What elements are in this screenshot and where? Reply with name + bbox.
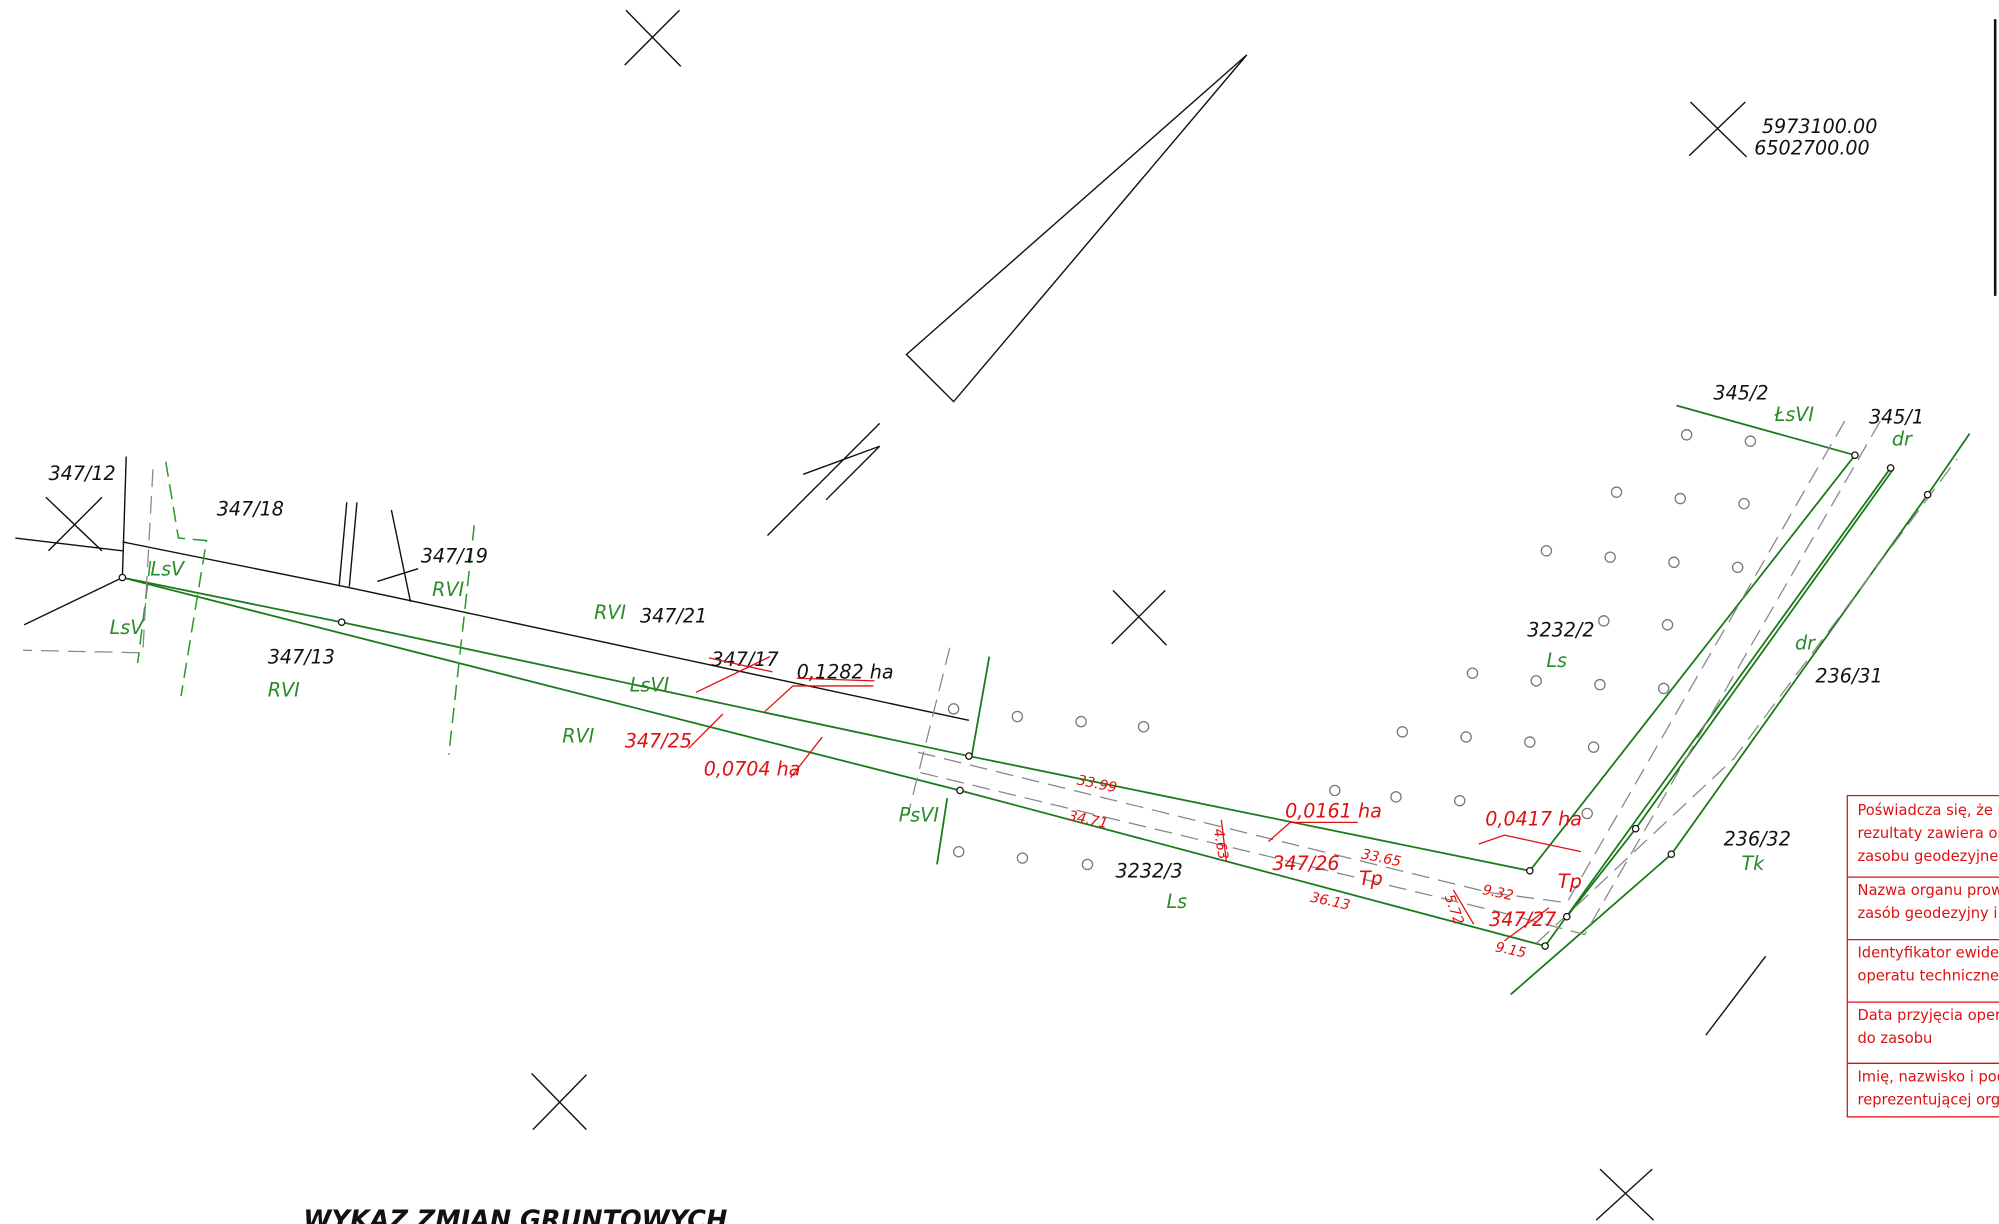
land-use: dr <box>1795 631 1816 654</box>
parcel-label: 347/27 <box>1489 908 1556 931</box>
area-label: 0,1282 ha <box>797 661 894 684</box>
parcel-label: 345/1 <box>1869 406 1924 429</box>
parcel-label: 236/31 <box>1815 665 1882 688</box>
parcel-label: 347/19 <box>421 545 488 568</box>
land-use: Tp <box>1558 870 1582 893</box>
land-use: RVI <box>594 601 626 624</box>
land-use-labels: LsV LsV RVI RVI RVI LsVI RVI PsVI Ls Ls … <box>110 403 1913 913</box>
title: WYKAZ ZMIAN GRUNTOWYCH <box>303 1205 727 1224</box>
land-use: Ls <box>1167 890 1188 913</box>
certificate-text: zasobu geodezyjnego <box>1857 848 1999 865</box>
dimension: 4.63 <box>1210 827 1231 861</box>
change-labels: 347/25 0,0704 ha 0,0161 ha 347/26 0,0417… <box>625 730 1582 931</box>
certificate-table: Poświadcza się, że n rezultaty zawiera op… <box>1846 794 1999 1118</box>
area-label: 0,0704 ha <box>704 758 801 781</box>
land-use: RVI <box>268 679 300 702</box>
certificate-text: Imię, nazwisko i podp <box>1857 1068 1999 1085</box>
parcel-labels: 347/12 347/18 347/19 347/21 347/13 3232/… <box>48 381 1924 882</box>
certificate-text: Poświadcza się, że n <box>1857 802 1999 819</box>
area-label: 0,0161 ha <box>1285 800 1382 823</box>
certificate-text: Data przyjęcia operat <box>1857 1007 1999 1024</box>
land-use: Tp <box>1359 867 1383 890</box>
parcel-label: 345/2 <box>1713 381 1768 404</box>
land-use: RVI <box>432 578 464 601</box>
certificate-text: Nazwa organu prowa <box>1857 882 1999 899</box>
land-use: Ls <box>1546 649 1567 672</box>
dimension: 5.72 <box>1441 892 1467 927</box>
parcel-label: 3232/2 <box>1527 619 1594 642</box>
parcel-label: 3232/3 <box>1116 860 1183 883</box>
land-use: PsVI <box>899 803 940 826</box>
certificate-text: operatu technicznego <box>1857 968 1999 985</box>
area-label: 0,0417 ha <box>1485 807 1582 830</box>
map-geometry <box>15 9 1997 1221</box>
dimension: 9.32 <box>1481 882 1515 904</box>
land-use: RVI <box>562 724 594 747</box>
certificate-text: Identyfikator ewidency <box>1857 945 1999 962</box>
certificate-text: do zasobu <box>1857 1030 1932 1047</box>
parcel-label: 347/21 <box>640 605 707 628</box>
land-use: LsV <box>110 616 146 639</box>
parcel-label: 347/13 <box>268 645 335 668</box>
certificate-text: rezultaty zawiera ope <box>1857 825 1999 842</box>
land-use: LsV <box>150 557 186 580</box>
certificate-text: zasób geodezyjny i ka <box>1857 905 1999 922</box>
coordinate: 6502700.00 <box>1754 137 1870 160</box>
parcel-label: 347/26 <box>1272 852 1339 875</box>
parcel-label: 347/17 <box>711 648 778 671</box>
parcel-label: 236/32 <box>1724 828 1791 851</box>
parcel-label: 347/18 <box>217 498 284 521</box>
certificate-text: reprezentującej organ <box>1857 1091 1999 1108</box>
dimension: 9.15 <box>1494 939 1528 961</box>
land-use: Tk <box>1741 852 1765 875</box>
coordinate: 5973100.00 <box>1762 115 1877 138</box>
dimension: 34.71 <box>1067 808 1110 832</box>
parcel-label: 347/12 <box>48 462 115 485</box>
land-use: dr <box>1892 427 1913 450</box>
land-use: ŁsVI <box>1774 403 1815 426</box>
land-use: LsVI <box>630 673 670 696</box>
parcel-label: 347/25 <box>625 730 692 753</box>
